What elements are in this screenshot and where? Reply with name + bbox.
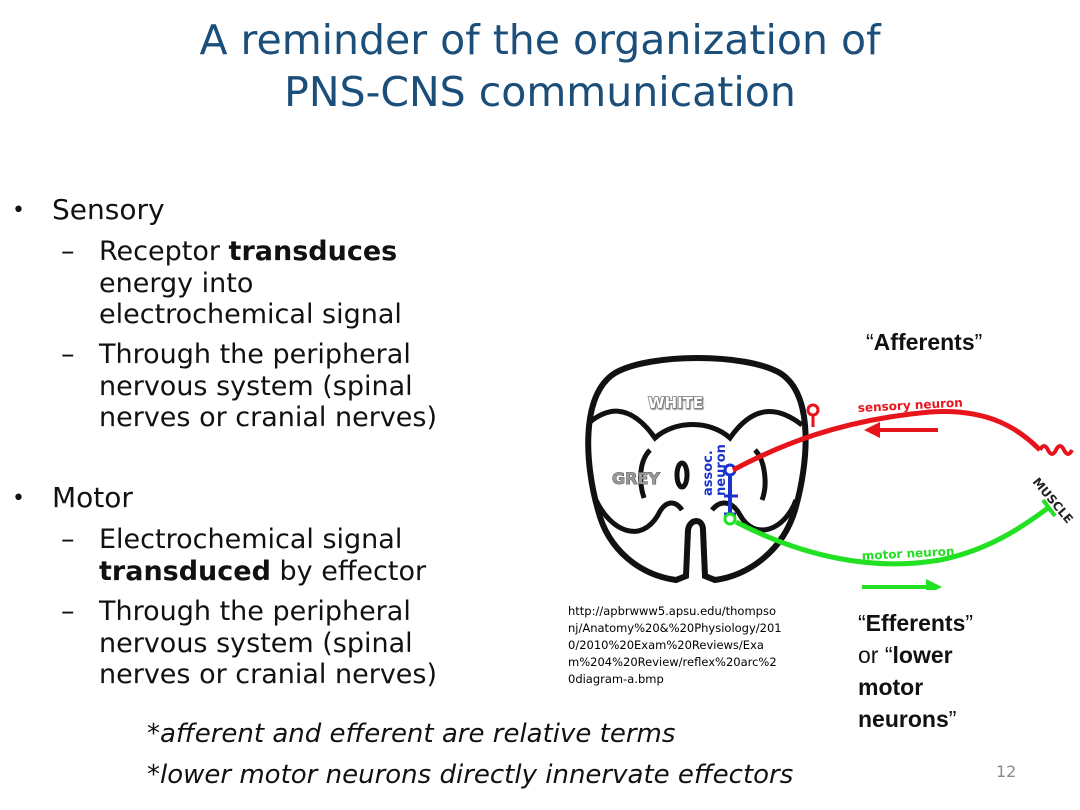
efferents-label: “Efferents” or “lower motor neurons”: [858, 610, 974, 732]
afferents-label: “Afferents”: [866, 329, 983, 355]
motor-neuron: [723, 498, 1057, 567]
bullet-dot-motor: •: [12, 486, 25, 511]
sensory-neuron-label: sensory neuron: [857, 396, 963, 415]
white-label: WHITE: [648, 394, 703, 412]
bullet-motor: Motor: [52, 481, 133, 514]
note-lower-motor-neurons: *lower motor neurons directly innervate …: [147, 760, 794, 790]
sensory-receptor-coil: [1038, 444, 1074, 456]
title-line-2: PNS-CNS communication: [284, 68, 796, 116]
source-url: http://apbrwww5.apsu.edu/thompsonj/Anato…: [568, 604, 782, 686]
grey-label: GREY: [612, 469, 660, 488]
bullet-dot-sensory: •: [12, 198, 25, 223]
motor-neuron-label: motor neuron: [861, 544, 954, 563]
dash-icon: –: [61, 596, 75, 627]
grey-matter-lower-left: [593, 498, 685, 534]
grey-matter-right-curve: [753, 448, 768, 501]
sensory-neuron: [731, 403, 1074, 473]
central-canal: [674, 460, 690, 490]
dash-icon: –: [61, 524, 75, 555]
efferent-arrow-icon: [862, 579, 942, 590]
afferent-arrow-icon: [864, 422, 938, 438]
motor-item-1: – Electrochemical signal transduced by e…: [61, 524, 427, 587]
sensory-item-1: – Receptor transduces energy into electr…: [61, 236, 402, 330]
sensory-item-2: – Through the peripheral nervous system …: [61, 339, 438, 433]
assoc-neuron-label: assoc. neuron: [701, 444, 729, 496]
grey-matter-left-curve: [638, 448, 652, 499]
dash-icon: –: [61, 236, 75, 267]
grey-matter-boundary: [588, 408, 804, 442]
slide-title: A reminder of the organization of PNS-CN…: [100, 14, 980, 118]
svg-text:assoc.: assoc.: [701, 450, 716, 496]
reflex-arc-diagram: WHITE GREY assoc. neuron sensory neuron …: [585, 355, 1076, 590]
motor-item-2: – Through the peripheral nervous system …: [61, 596, 438, 690]
bold-term: transduces: [228, 236, 398, 267]
bullet-sensory: Sensory: [52, 193, 165, 226]
dash-icon: –: [61, 339, 75, 370]
svg-text:neuron: neuron: [714, 444, 729, 496]
grey-matter-lower-right: [710, 499, 799, 533]
title-line-1: A reminder of the organization of: [199, 16, 881, 64]
bold-term: transduced: [99, 555, 271, 587]
note-relative-terms: *afferent and efferent are relative term…: [147, 719, 676, 749]
page-number: 12: [996, 762, 1017, 781]
